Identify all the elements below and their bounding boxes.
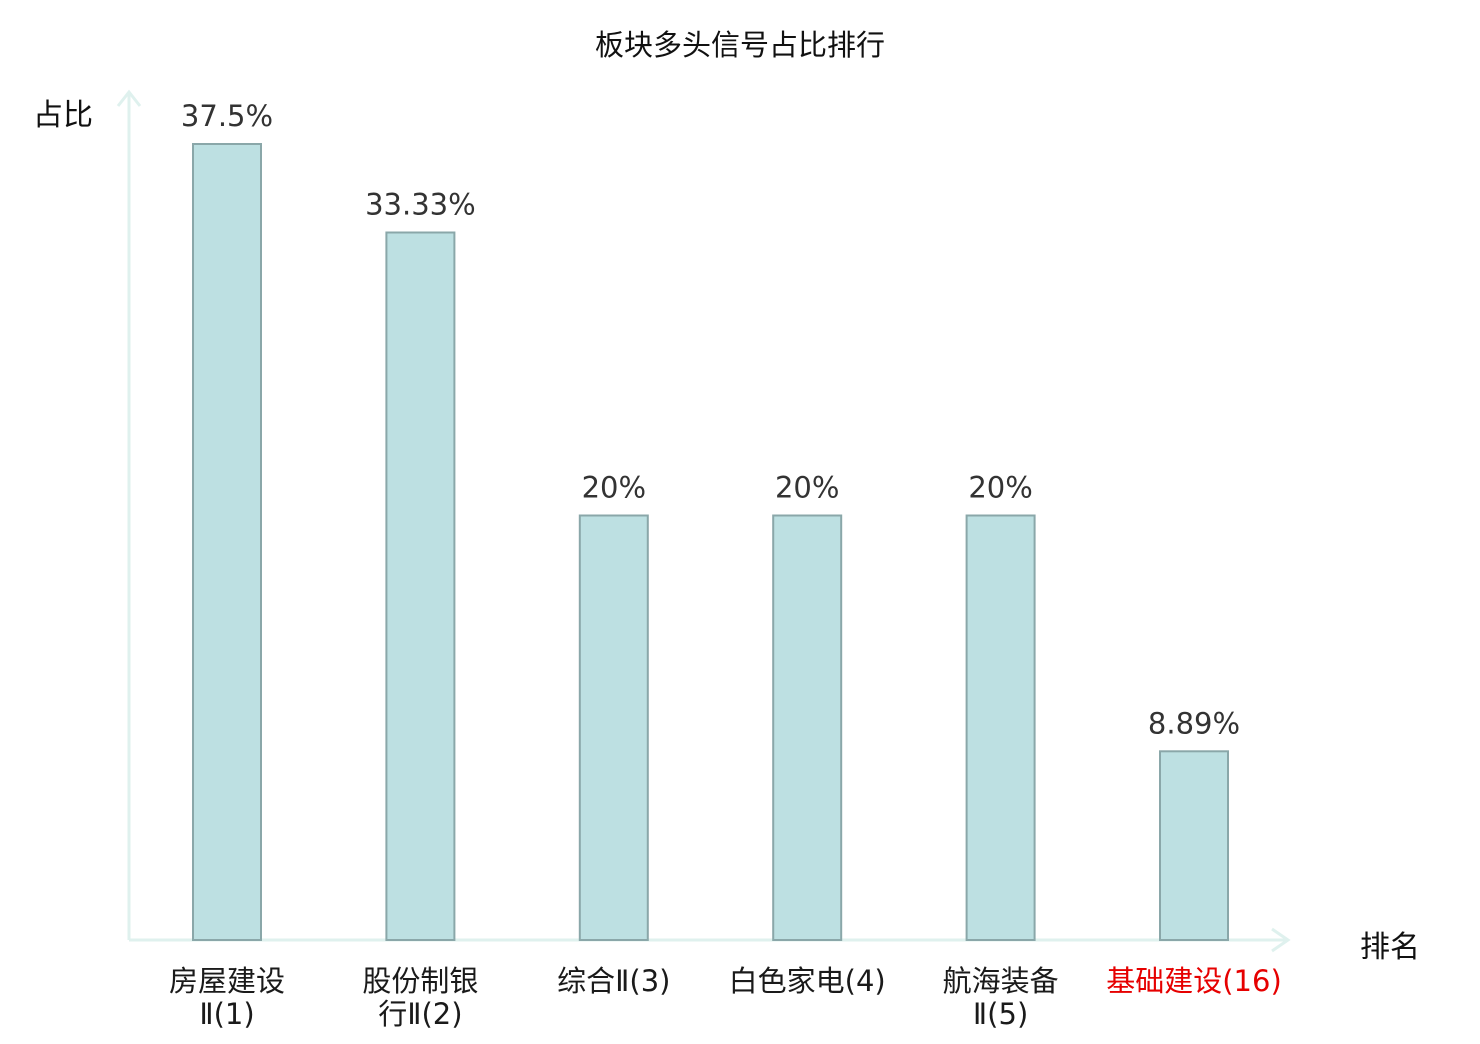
bar-value-label: 37.5% xyxy=(181,99,273,133)
category-label-line: 行Ⅱ(2) xyxy=(378,997,463,1031)
value-labels: 37.5% 33.33% 20% 20% 20% 8.89% xyxy=(181,99,1240,740)
y-axis-arrow xyxy=(116,89,142,107)
bar-value-label: 33.33% xyxy=(365,188,476,222)
bar xyxy=(385,231,456,941)
axes xyxy=(116,89,1291,953)
bar xyxy=(192,143,262,941)
bar-value-label: 8.89% xyxy=(1148,706,1240,740)
category-label-line: 白色家电(4) xyxy=(728,964,886,998)
category-label: 综合Ⅱ(3) xyxy=(514,965,714,998)
bars xyxy=(192,143,1229,941)
bar xyxy=(965,514,1036,941)
category-label-line: 股份制银 xyxy=(362,964,479,998)
bar xyxy=(772,514,843,941)
bar-value-label: 20% xyxy=(968,471,1032,505)
bar xyxy=(1159,750,1229,941)
bar-value-label: 20% xyxy=(582,471,646,505)
category-label: 航海装备 Ⅱ(5) xyxy=(901,965,1101,1031)
x-axis-arrow xyxy=(1271,927,1291,953)
bar-value-label: 20% xyxy=(775,471,839,505)
y-axis-label: 占比 xyxy=(33,98,93,133)
category-label-line: 房屋建设 xyxy=(168,964,285,998)
category-label: 股份制银 行Ⅱ(2) xyxy=(320,965,520,1031)
category-label: 基础建设(16) xyxy=(1094,965,1294,998)
category-label-line: 综合Ⅱ(3) xyxy=(557,964,671,998)
category-label-line: 航海装备 xyxy=(942,964,1059,998)
category-label: 白色家电(4) xyxy=(707,965,907,998)
x-axis-label: 排名 xyxy=(1360,930,1420,965)
bar xyxy=(578,514,649,941)
category-label: 房屋建设 Ⅱ(1) xyxy=(127,965,327,1031)
category-label-line: Ⅱ(1) xyxy=(199,997,255,1031)
category-label-line: 基础建设(16) xyxy=(1106,964,1282,998)
chart-title: 板块多头信号占比排行 xyxy=(594,28,885,62)
category-label-line: Ⅱ(5) xyxy=(972,997,1029,1031)
